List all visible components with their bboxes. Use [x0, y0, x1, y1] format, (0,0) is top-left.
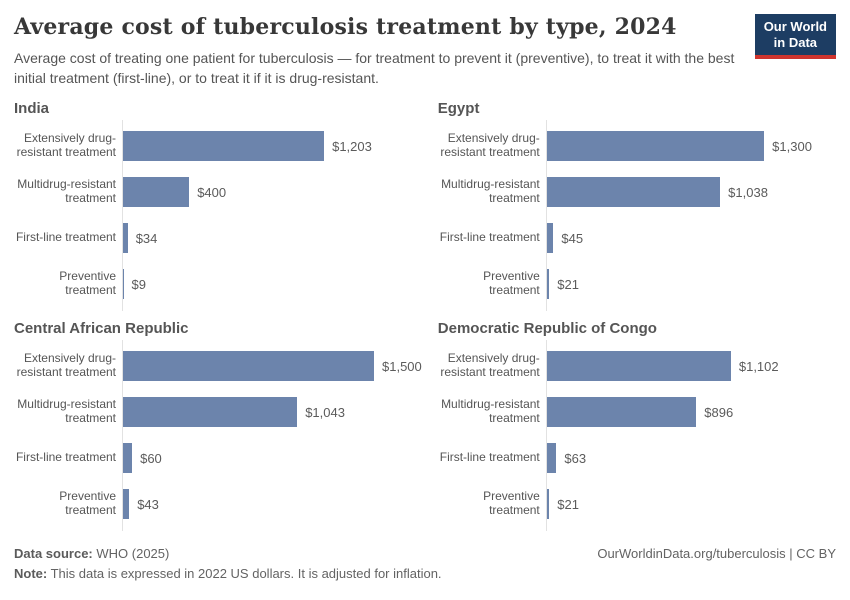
bar-row: First-line treatment $34: [14, 215, 422, 261]
bar-row: First-line treatment $60: [14, 435, 422, 481]
bar-row: Multidrug-resistant treatment $400: [14, 169, 422, 215]
data-source-label: Data source:: [14, 546, 93, 562]
value-label: $1,203: [332, 138, 372, 154]
value-label: $1,038: [728, 184, 768, 200]
value-label: $34: [135, 230, 158, 246]
value-label: $60: [140, 450, 162, 466]
panel-title: India: [14, 100, 50, 118]
bar-row: Extensively drug-resistant treatment $1,…: [438, 343, 836, 389]
panel-rows: Extensively drug-resistant treatment $1,…: [438, 120, 836, 312]
y-axis-line: [122, 340, 123, 532]
bar-row: Extensively drug-resistant treatment $1,…: [14, 343, 422, 389]
value-label: $1,300: [772, 138, 812, 154]
bar-row: Extensively drug-resistant treatment $1,…: [14, 123, 422, 169]
category-label: Preventive treatment: [483, 489, 540, 518]
y-axis-line: [545, 120, 547, 312]
category-label: Extensively drug-resistant treatment: [440, 351, 540, 380]
bar: [122, 351, 374, 382]
note-label: Note:: [14, 566, 48, 582]
bar: [545, 351, 731, 382]
bar: [545, 397, 697, 428]
value-label: $1,500: [382, 358, 422, 374]
header-text: Average cost of tuberculosis treatment b…: [14, 14, 740, 88]
panel-india: India Extensively drug-resistant treatme…: [14, 100, 422, 312]
value-label: $9: [131, 276, 146, 292]
value-label: $45: [561, 230, 584, 246]
bar: [545, 443, 557, 474]
bar: [545, 223, 554, 254]
value-label: $896: [704, 404, 734, 420]
category-label: Extensively drug-resistant treatment: [440, 131, 540, 160]
note-line: Note: This data is expressed in 2022 US …: [14, 564, 442, 584]
y-axis-line: [122, 120, 123, 312]
category-label: Multidrug-resistant treatment: [17, 397, 116, 426]
category-label: Preventive treatment: [59, 489, 116, 518]
panel-rows: Extensively drug-resistant treatment $1,…: [14, 340, 422, 532]
panel-title: Egypt: [437, 100, 480, 118]
category-label: Multidrug-resistant treatment: [441, 397, 540, 426]
bar: [545, 131, 765, 162]
bar: [545, 489, 550, 520]
value-label: $1,043: [305, 404, 345, 420]
bar: [122, 131, 325, 162]
footer: Data source: WHO (2025) Note: This data …: [14, 544, 836, 584]
page-title: Average cost of tuberculosis treatment b…: [14, 14, 677, 40]
category-label: Extensively drug-resistant treatment: [16, 131, 116, 160]
bar: [122, 443, 133, 474]
y-axis-line: [545, 340, 547, 532]
panel-title: Democratic Republic of Congo: [437, 320, 657, 338]
owid-logo[interactable]: Our World in Data: [754, 14, 836, 59]
page-subtitle: Average cost of treating one patient for…: [14, 50, 735, 86]
panel-central-african-republic: Central African Republic Extensively dru…: [14, 320, 422, 532]
value-label: $63: [564, 450, 587, 466]
owid-logo-line1: Our World: [763, 19, 827, 34]
category-label: Extensively drug-resistant treatment: [16, 351, 116, 380]
bar-row: First-line treatment $45: [438, 215, 836, 261]
bar: [545, 177, 721, 208]
panel-egypt: Egypt Extensively drug-resistant treatme…: [437, 100, 836, 312]
panel-rows: Extensively drug-resistant treatment $1,…: [14, 120, 422, 312]
value-label: $400: [197, 184, 227, 200]
bar-row: First-line treatment $63: [438, 435, 836, 481]
data-source-line: Data source: WHO (2025): [14, 544, 442, 564]
category-label: Multidrug-resistant treatment: [441, 177, 540, 206]
category-label: First-line treatment: [439, 230, 540, 245]
bar-row: Preventive treatment $21: [438, 261, 836, 307]
bar: [545, 269, 550, 300]
note-value: This data is expressed in 2022 US dollar…: [50, 566, 442, 582]
value-label: $43: [137, 496, 159, 512]
category-label: First-line treatment: [15, 230, 116, 245]
panel-democratic-republic-of-congo: Democratic Republic of Congo Extensively…: [437, 320, 836, 532]
panel-rows: Extensively drug-resistant treatment $1,…: [438, 340, 836, 532]
category-label: First-line treatment: [439, 450, 540, 465]
value-label: $21: [557, 496, 579, 512]
bar-row: Multidrug-resistant treatment $1,038: [438, 169, 836, 215]
data-source-value: WHO (2025): [96, 546, 170, 562]
category-label: Preventive treatment: [59, 269, 116, 298]
facet-grid: India Extensively drug-resistant treatme…: [14, 100, 836, 532]
panel-title: Central African Republic: [14, 320, 189, 338]
value-label: $21: [557, 276, 579, 292]
bar-row: Preventive treatment $9: [14, 261, 422, 307]
bar: [122, 177, 190, 208]
category-label: First-line treatment: [15, 450, 116, 465]
bar-row: Preventive treatment $21: [438, 481, 836, 527]
bar: [122, 223, 128, 254]
bar: [122, 397, 298, 428]
owid-logo-line2: in Data: [773, 35, 818, 50]
header: Average cost of tuberculosis treatment b…: [14, 14, 836, 88]
bar-row: Preventive treatment $43: [14, 481, 422, 527]
category-label: Preventive treatment: [483, 269, 540, 298]
bar-row: Extensively drug-resistant treatment $1,…: [438, 123, 836, 169]
value-label: $1,102: [738, 358, 779, 374]
bar-row: Multidrug-resistant treatment $1,043: [14, 389, 422, 435]
footer-link[interactable]: OurWorldinData.org/tuberculosis | CC BY: [597, 546, 836, 562]
footer-left: Data source: WHO (2025) Note: This data …: [14, 544, 442, 584]
bar-row: Multidrug-resistant treatment $896: [438, 389, 836, 435]
category-label: Multidrug-resistant treatment: [17, 177, 116, 206]
bar: [122, 489, 130, 520]
